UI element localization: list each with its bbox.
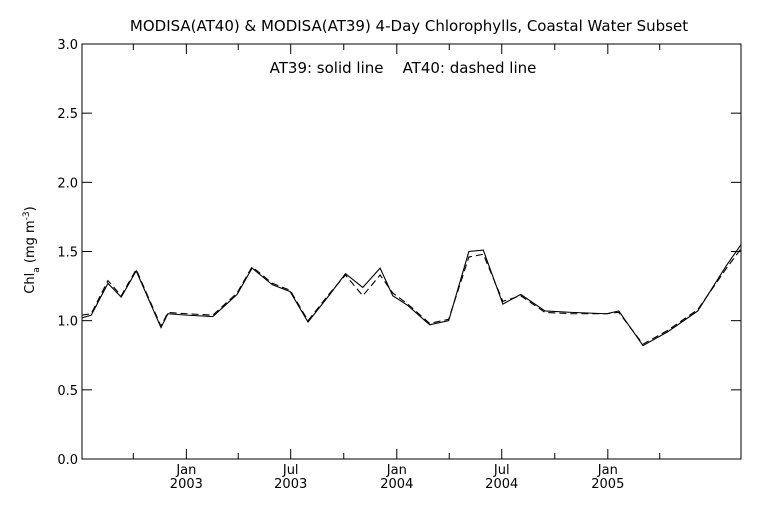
chart-title: MODISA(AT40) & MODISA(AT39) 4-Day Chloro…: [130, 17, 688, 35]
x-tick-year-3: 2004: [485, 477, 518, 492]
y-tick-label-4: 2.0: [57, 176, 78, 191]
x-tick-year-4: 2005: [591, 477, 624, 492]
y-axis-label-base: Chl: [23, 273, 38, 294]
x-tick-month-3: Jul: [493, 463, 510, 478]
x-tick-month-2: Jan: [386, 463, 407, 478]
line-style-note: AT39: solid line AT40: dashed line: [270, 59, 537, 77]
x-tick-month-4: Jan: [597, 463, 618, 478]
y-tick-label-2: 1.0: [57, 315, 78, 330]
y-axis: 0.0 0.5 1.0 1.5 2.0 2.5 3.0: [57, 38, 741, 468]
plot-frame: [81, 43, 742, 460]
y-axis-label: Chla (mg m-3): [22, 206, 42, 293]
x-tick-month-0: Jan: [175, 463, 196, 478]
y-tick-label-6: 3.0: [57, 38, 78, 53]
x-tick-year-2: 2004: [380, 477, 413, 492]
x-tick-year-1: 2003: [274, 477, 307, 492]
x-tick-year-0: 2003: [170, 477, 203, 492]
y-axis-label-subscript: a: [32, 267, 42, 273]
series-line-at40: [81, 248, 742, 345]
y-axis-label-superscript: -3: [22, 211, 32, 220]
x-tick-month-1: Jul: [282, 463, 299, 478]
y-axis-label-unit-close: ): [23, 206, 38, 211]
series-line-at39: [81, 244, 742, 347]
y-axis-label-unit: (mg m: [23, 220, 38, 267]
y-tick-label-3: 1.5: [57, 246, 78, 261]
y-tick-label-1: 0.5: [57, 384, 78, 399]
y-tick-label-5: 2.5: [57, 107, 78, 122]
series-layer: [81, 244, 742, 347]
y-tick-label-0: 0.0: [57, 453, 78, 468]
